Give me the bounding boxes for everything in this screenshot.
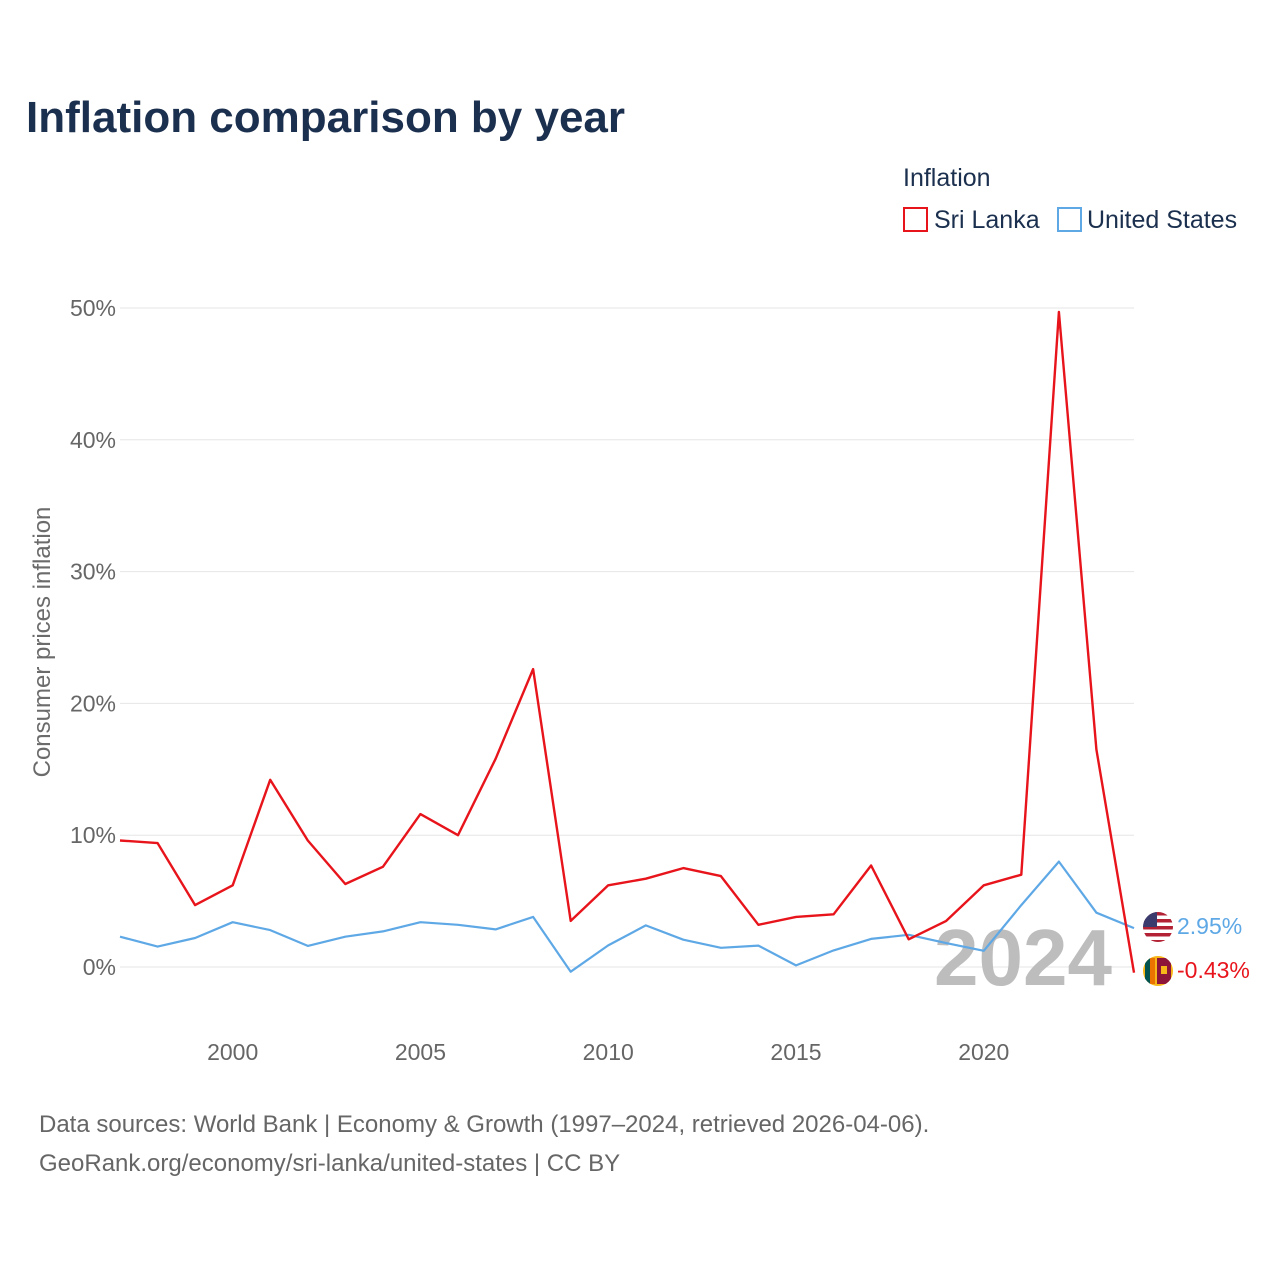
x-tick-label: 2000 (207, 1039, 258, 1065)
y-tick-label: 20% (70, 690, 116, 716)
y-tick-label: 40% (70, 427, 116, 453)
series-line-united-states[interactable] (119, 860, 1135, 973)
x-tick-label: 2010 (583, 1039, 634, 1065)
year-watermark: 2024 (934, 913, 1112, 1002)
y-axis-ticks: 0% 10% 20% 30% 40% 50% (70, 295, 116, 980)
x-tick-label: 2020 (958, 1039, 1009, 1065)
legend-swatch-sri-lanka[interactable] (903, 207, 928, 232)
source-line-1: Data sources: World Bank | Economy & Gro… (39, 1111, 929, 1138)
legend-label-sri-lanka[interactable]: Sri Lanka (934, 206, 1040, 234)
sri-lanka-end-value-label: -0.43% (1177, 957, 1250, 983)
us-flag-icon (1143, 912, 1173, 942)
source-line-2[interactable]: GeoRank.org/economy/sri-lanka/united-sta… (39, 1150, 620, 1177)
legend: Inflation Sri Lanka United States (903, 164, 1237, 234)
x-tick-label: 2005 (395, 1039, 446, 1065)
y-tick-label: 30% (70, 559, 116, 585)
y-axis-title: Consumer prices inflation (29, 507, 56, 778)
y-tick-label: 50% (70, 295, 116, 321)
legend-label-united-states[interactable]: United States (1087, 206, 1237, 234)
legend-title: Inflation (903, 164, 991, 192)
chart-title: Inflation comparison by year (26, 93, 625, 142)
legend-swatch-united-states[interactable] (1057, 207, 1082, 232)
gridlines (120, 307, 1134, 968)
y-tick-label: 0% (83, 954, 116, 980)
x-tick-label: 2015 (770, 1039, 821, 1065)
y-tick-label: 10% (70, 822, 116, 848)
series-line-sri-lanka[interactable] (119, 310, 1136, 973)
series-lines (119, 310, 1136, 973)
x-axis-ticks: 2000 2005 2010 2015 2020 (207, 1039, 1009, 1065)
us-end-value-label: 2.95% (1177, 913, 1242, 939)
sri-lanka-flag-icon (1143, 956, 1173, 986)
